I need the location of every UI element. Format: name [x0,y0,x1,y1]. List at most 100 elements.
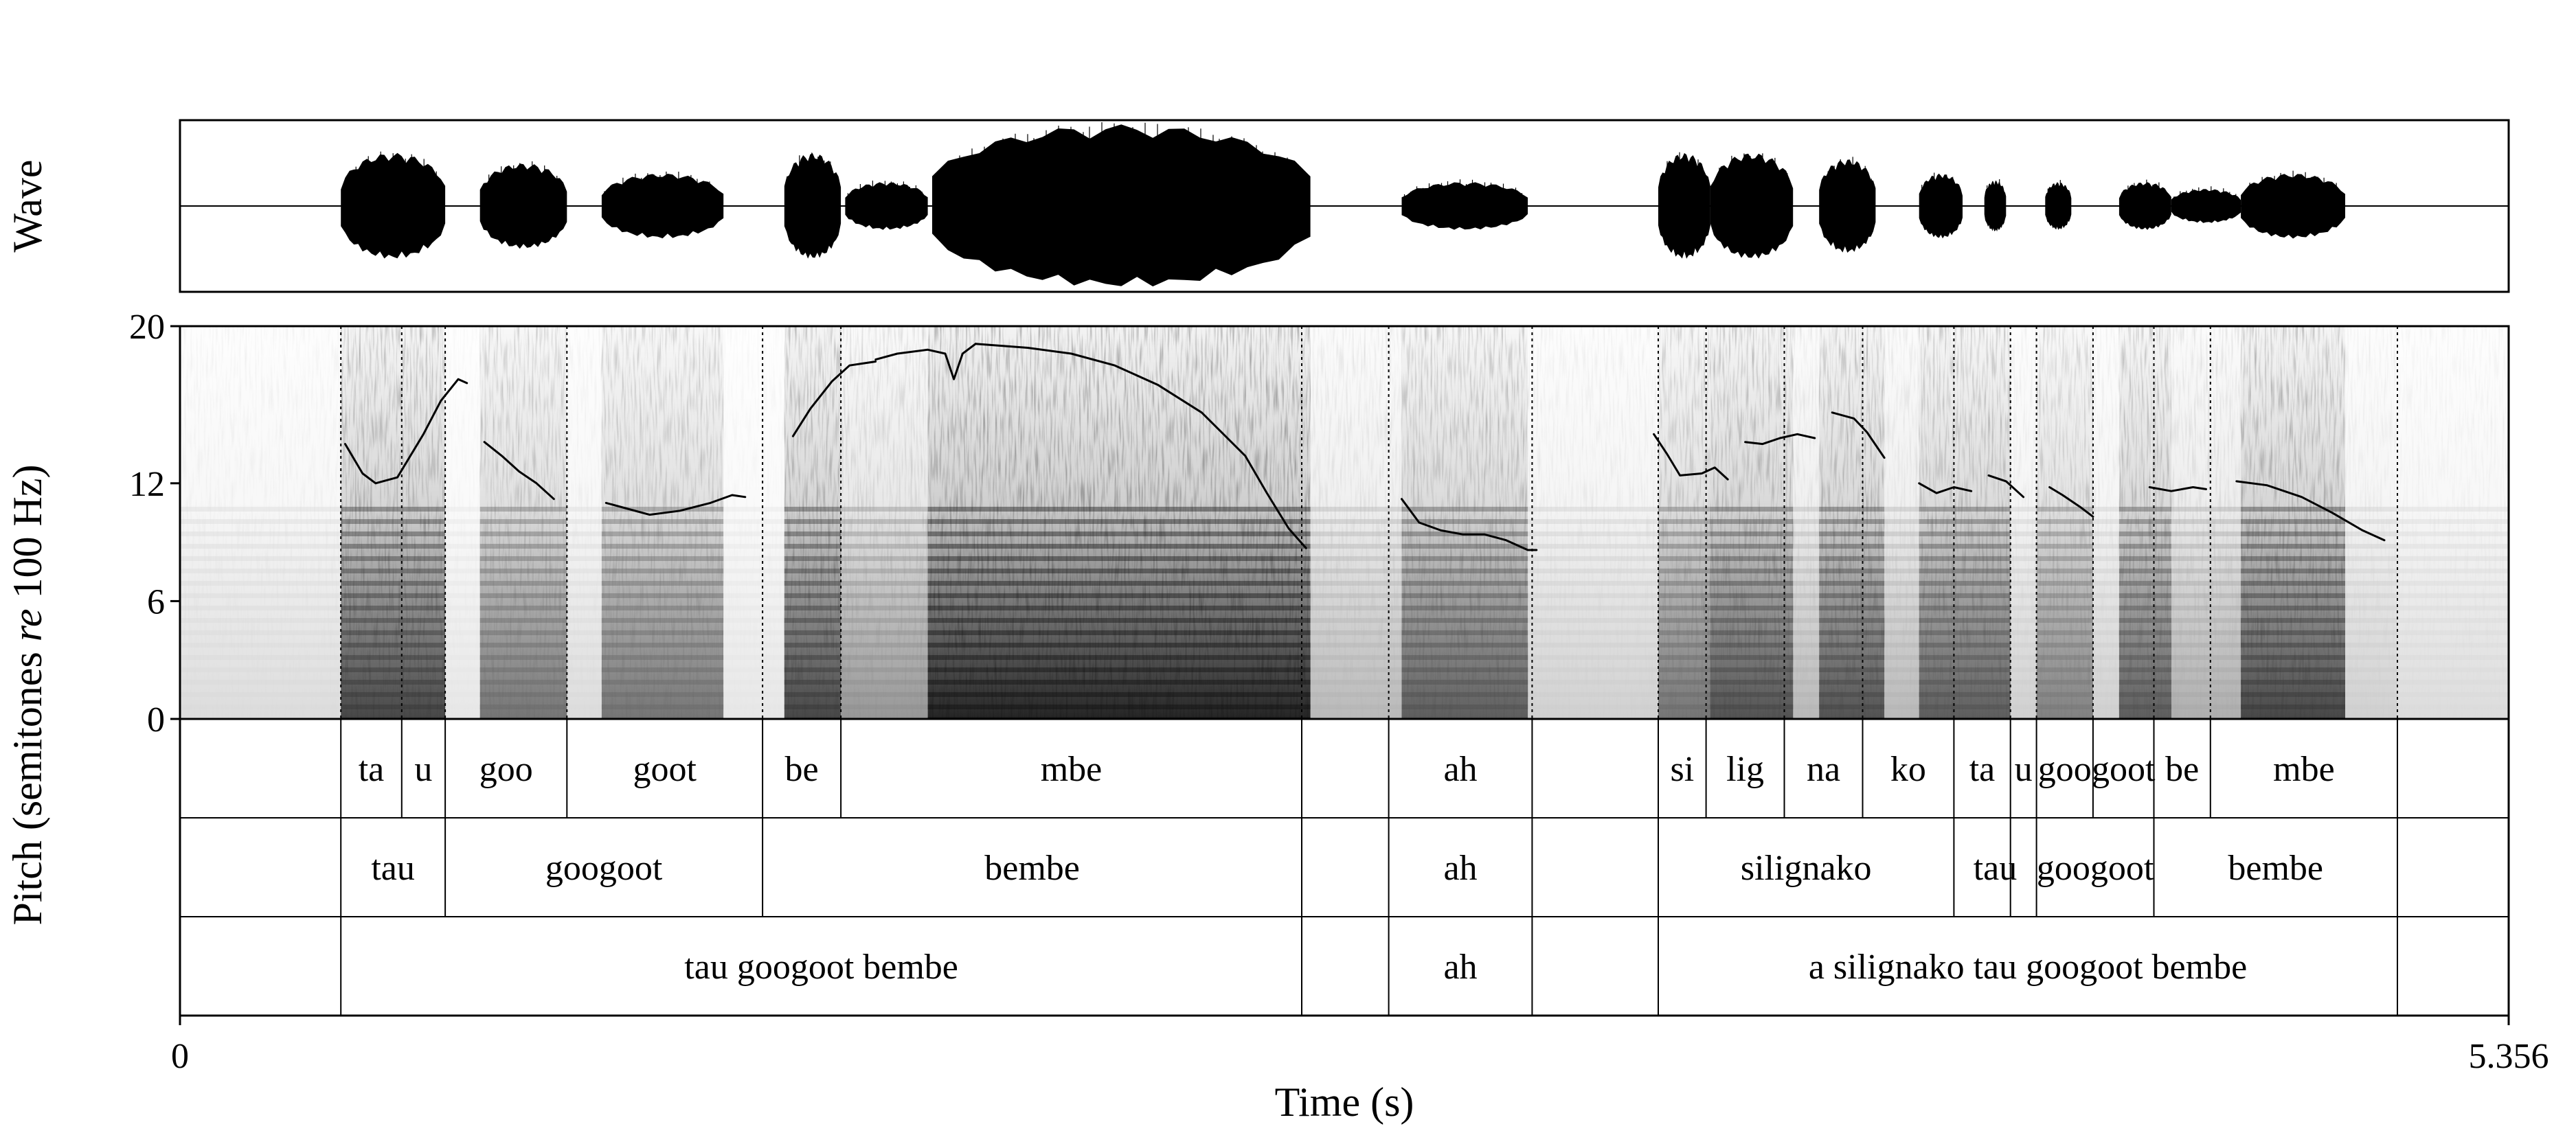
spectrogram-region [1819,326,1885,719]
tier-interval-label: ko [1890,750,1926,789]
tier-interval-label: ta [359,750,385,789]
spectrogram-grain [1710,326,1794,719]
spectrogram-region [1528,326,1658,719]
waveform-segment [1401,182,1528,230]
spectrogram-region [784,326,841,719]
pitch-contour [2148,486,2207,492]
waveform-segment [1984,180,2007,232]
pitch-contour [1653,433,1729,481]
pitch-contour [1831,411,1886,459]
spectrogram-region [1310,326,1402,719]
spectrogram-region [2345,326,2397,719]
spectrogram-grain [784,326,841,719]
tier-interval-label: be [2165,750,2199,789]
spectrogram-region [927,326,1311,719]
spectrogram-region [2241,326,2345,719]
waveform-segment [1658,152,1710,259]
annotation-tiers: ta u goo goot be mbe ah si lig na ko ta u goo goot be mb… [179,718,2510,1017]
tier-interval-label: ah [1443,849,1477,888]
spectrogram-grain [445,326,480,719]
spectrogram-region [723,326,784,719]
waveform-segment [2171,189,2241,223]
waveform-segment [601,174,724,239]
tier-interval-label: mbe [1041,750,1103,789]
spectrogram-region [841,326,928,719]
spectrogram-region [479,326,567,719]
pitch-axis-label-part: re [5,608,50,641]
waveform-segment [2045,182,2072,230]
tier-interval-label: ta [1969,750,1996,789]
spectrogram-grain [1819,326,1885,719]
spectrogram-grain [2171,326,2241,719]
spectrogram-region [180,326,341,719]
tier-interval-label: u [414,750,432,789]
waveform-segment [1819,159,1876,253]
spectrogram-region [2010,326,2037,719]
spectrogram-grain [927,326,1311,719]
time-axis: 0 5.356 Time (s) [171,1016,2549,1125]
waveform-segment [479,163,567,249]
tier-interval-label: bembe [984,849,1080,888]
y-tick-label: 20 [129,308,165,347]
pitch-contour [344,378,468,485]
spectrogram-region [1401,326,1528,719]
waveform-segment [1710,153,1794,259]
tier-interval-label: googoot [545,849,663,888]
tier-interval-label: mbe [2273,750,2335,789]
tier-interval-label: be [785,750,819,789]
tier-interval-label: tau googoot bembe [684,948,958,987]
spectrogram-grain [567,326,602,719]
spectrogram-region [1919,326,2011,719]
spectrogram-region [341,326,446,719]
tier-interval-label: ah [1443,948,1477,987]
tier-interval-label: goot [633,750,697,789]
tier-interval-label: u [2015,750,2033,789]
tier-interval-label: si [1670,750,1694,789]
tiers-frame [179,718,2510,1017]
waveform-axis-label: Wave [5,159,50,252]
spectrogram-region [1793,326,1820,719]
tier-interval-label: lig [1726,750,1764,789]
tier-interval-label: tau [1974,849,2018,888]
x-tick-label: 0 [171,1037,189,1076]
tier-interval-label: bembe [2228,849,2323,888]
tier-interval-label: silignako [1741,849,1872,888]
pitch-contour [1401,498,1538,551]
spectrogram-grain [2092,326,2119,719]
pitch-contour [483,441,555,501]
tier-interval-label: googoot [2037,849,2154,888]
tier-interval-label: tau [371,849,415,888]
spectrogram-grain [1793,326,1820,719]
y-tick-label: 0 [147,700,165,740]
pitch-contour [874,343,977,380]
pitch-contour [2235,480,2386,542]
pitch-contour [1744,433,1816,446]
spectrogram-grain [1884,326,1919,719]
pitch-contour [1918,482,1973,494]
spectrogram-grain [1658,326,1710,719]
spectrogram-grain [723,326,784,719]
spectrogram-region [1884,326,1919,719]
spectrogram-grain [2241,326,2345,719]
waveform-segment [845,182,928,230]
pitch-panel: 0 6 12 20 Pitch (semitones re 100 Hz) [5,308,2510,926]
pitch-contour [974,343,1307,549]
tier-interval-label: goo [2038,750,2092,789]
spectrogram-region [1710,326,1794,719]
spectrogram-harmonics [445,503,480,719]
x-axis-label: Time (s) [1275,1079,1414,1125]
spectrogram-grain [1528,326,1658,719]
pitch-axis-label: Pitch (semitones re 100 Hz) [5,464,50,925]
spectrogram-region [2171,326,2241,719]
spectrogram-grain [2010,326,2037,719]
spectrogram-grain [841,326,928,719]
spectrogram-grain [1919,326,2011,719]
spectrogram-region [2092,326,2119,719]
spectrogram-grain [2036,326,2093,719]
spectrogram-region [445,326,480,719]
spectrogram-region [1658,326,1710,719]
spectrogram-grain [479,326,567,719]
pitch-contour [2048,486,2094,518]
tier-interval-label: a silignako tau googoot bembe [1809,948,2247,987]
pitch-axis-label-part: 100 Hz) [5,464,50,608]
